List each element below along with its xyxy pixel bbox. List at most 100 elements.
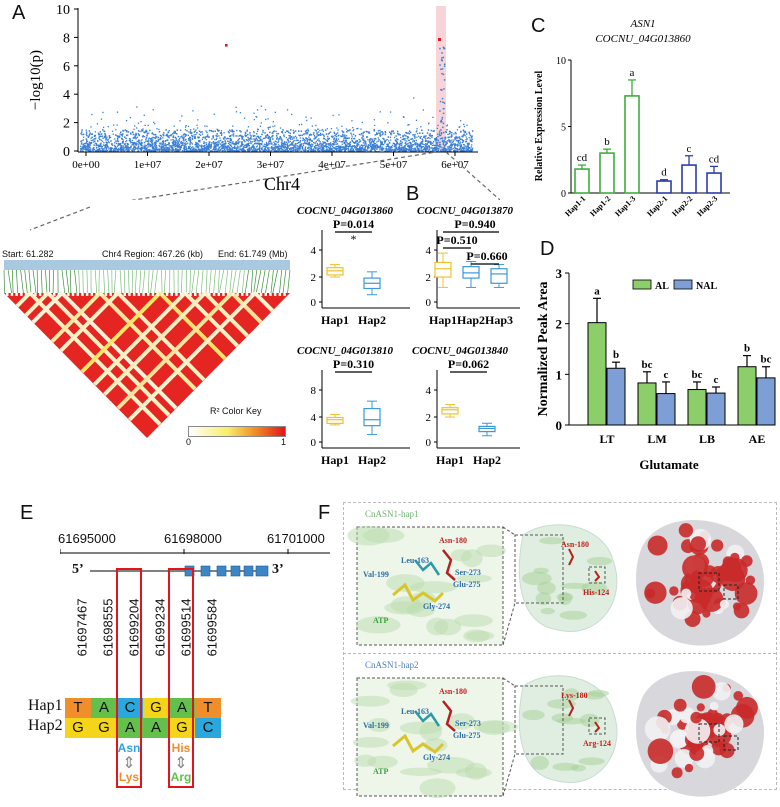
manhattan-point [471,144,472,145]
manhattan-point [455,148,457,150]
manhattan-point [346,128,347,129]
manhattan-point [362,147,363,148]
manhattan-point [456,148,458,150]
manhattan-point [434,138,436,140]
manhattan-point [327,136,328,137]
manhattan-point [441,133,443,135]
manhattan-point [457,144,459,146]
manhattan-point [397,133,399,135]
x-tick-label: 4e+07 [318,159,346,171]
manhattan-point [447,134,449,136]
ld-connector [242,270,244,293]
manhattan-point [443,113,445,115]
manhattan-point [342,134,344,136]
significance-letter: a [630,67,635,79]
manhattan-point [446,132,447,133]
manhattan-point [420,148,421,149]
ld-connector [83,270,84,293]
helix [410,581,457,593]
snp-position: 61699584 [205,593,220,663]
manhattan-point [416,149,418,151]
manhattan-point [356,146,357,147]
manhattan-point [393,130,395,132]
manhattan-point [443,149,445,151]
manhattan-point [382,132,384,134]
manhattan-point [471,139,473,141]
surface-patch [733,691,743,701]
ld-connector [143,270,145,293]
bar [625,96,639,193]
manhattan-point [444,145,446,147]
ld-cell [114,293,117,296]
boxplot-y-tick-label: 4 [426,245,432,257]
manhattan-point [343,149,344,150]
manhattan-point [333,137,335,139]
manhattan-point [374,130,376,132]
manhattan-point [347,138,349,140]
manhattan-point [441,147,442,148]
boxplot-pvalue: P=0.014 [333,217,374,231]
residue-label: Val-199 [363,570,389,579]
gene-coord-3: 61701000 [267,531,325,546]
manhattan-point [374,119,375,120]
surface-patch [733,602,741,610]
base-cell: A [143,718,169,738]
manhattan-point [451,132,453,134]
manhattan-point [368,147,370,149]
manhattan-point [459,136,461,138]
ld-cell [25,293,28,296]
three-prime: 3’ [272,562,284,578]
manhattan-point [303,150,304,151]
manhattan-point [318,131,320,133]
manhattan-point [387,122,388,123]
manhattan-point [307,143,309,145]
zoom-line-right [446,152,500,200]
helix [351,696,390,707]
boxplot-box [327,417,343,423]
manhattan-point [405,135,407,137]
boxplot-group-label: Hap3 [485,313,513,327]
manhattan-point [312,126,313,127]
manhattan-point [359,134,360,135]
manhattan-point [367,139,368,140]
manhattan-point [364,145,365,146]
y-tick-label: 1 [556,367,563,382]
manhattan-point [449,140,451,142]
manhattan-point [417,145,418,146]
manhattan-point [423,109,424,110]
boxplot-group-label: Hap1 [429,313,457,327]
ld-connector [79,270,80,293]
manhattan-point [314,135,316,137]
snp-position: 61697467 [75,593,90,663]
manhattan-point [427,147,428,148]
ld-cell [189,293,192,296]
manhattan-point [371,150,373,152]
manhattan-point [442,127,444,129]
manhattan-point [353,145,355,147]
ld-cell [62,293,65,296]
manhattan-point [400,140,401,141]
manhattan-point [324,146,326,148]
manhattan-point [461,136,463,138]
manhattan-point [440,135,441,136]
manhattan-point [440,89,442,91]
manhattan-point [443,123,445,125]
ld-cell [180,293,183,296]
surface-patch [690,712,702,724]
manhattan-point [372,149,373,150]
significance-letter: c [664,369,669,381]
manhattan-point [301,130,303,132]
y-axis-label: Relative Expression Level [534,71,545,182]
manhattan-point [343,138,344,139]
manhattan-point [317,134,319,136]
manhattan-point [406,150,408,152]
x-tick-label: Hap2-2 [670,194,694,218]
manhattan-point [378,139,380,141]
manhattan-point [308,139,310,141]
manhattan-point [415,143,417,145]
manhattan-point [433,145,434,146]
manhattan-point [303,134,305,136]
manhattan-point [379,130,380,131]
helix [587,557,612,566]
